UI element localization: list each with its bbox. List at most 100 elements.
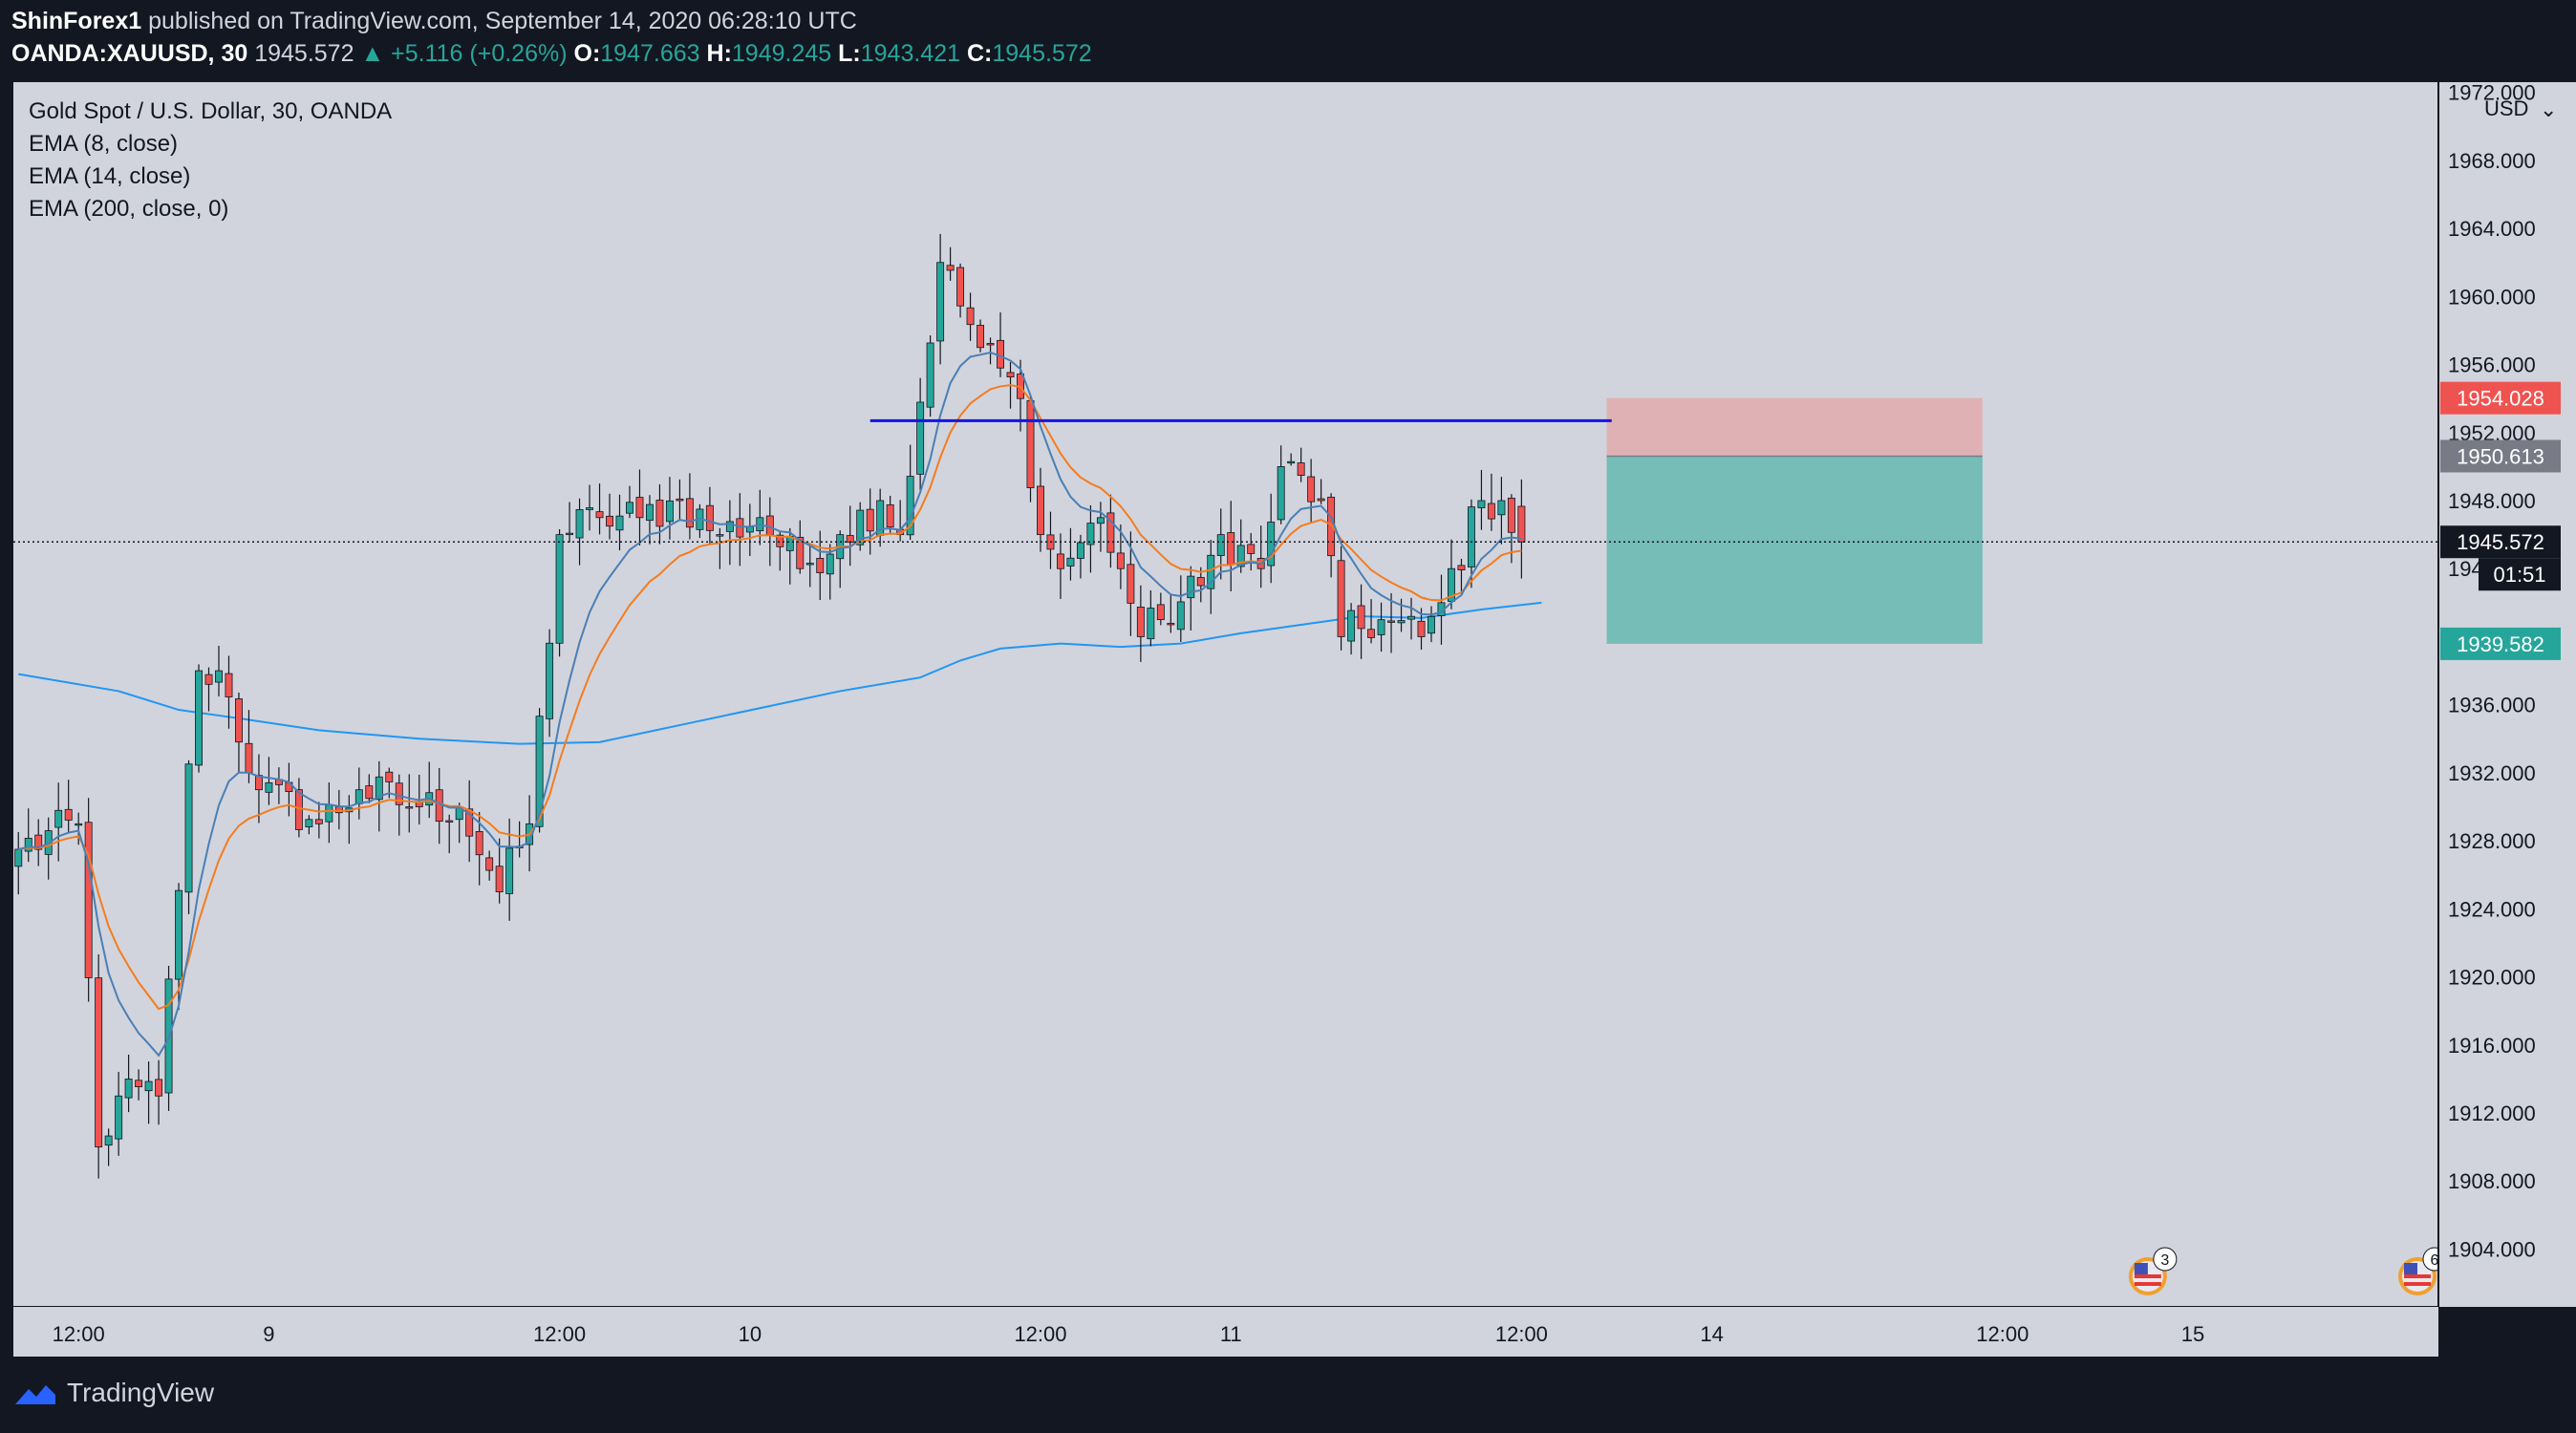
- legend-ema14[interactable]: EMA (14, close): [29, 163, 191, 189]
- candle[interactable]: [1196, 567, 1205, 603]
- plot-area[interactable]: [13, 82, 2438, 1307]
- time-axis[interactable]: [13, 1307, 2438, 1357]
- candle[interactable]: [265, 757, 273, 805]
- candle[interactable]: [1156, 592, 1165, 626]
- price-axis[interactable]: [2438, 82, 2576, 1307]
- candle[interactable]: [716, 527, 724, 569]
- candle[interactable]: [736, 493, 744, 567]
- candle[interactable]: [1367, 599, 1376, 644]
- candle[interactable]: [64, 780, 73, 833]
- candle[interactable]: [1407, 597, 1415, 640]
- candle[interactable]: [365, 774, 374, 803]
- candle[interactable]: [1377, 602, 1385, 652]
- candle[interactable]: [84, 798, 93, 1002]
- candle[interactable]: [465, 780, 474, 863]
- candle[interactable]: [204, 667, 213, 712]
- candle[interactable]: [555, 529, 564, 657]
- candle[interactable]: [1096, 502, 1105, 552]
- candle[interactable]: [195, 664, 203, 773]
- candle[interactable]: [1487, 473, 1495, 531]
- candle[interactable]: [575, 498, 584, 566]
- candle[interactable]: [1267, 493, 1276, 584]
- candle[interactable]: [805, 545, 814, 588]
- take-profit-zone[interactable]: [1606, 456, 1983, 644]
- candle[interactable]: [24, 808, 32, 863]
- candle[interactable]: [595, 483, 604, 535]
- candle[interactable]: [1277, 445, 1285, 524]
- candle[interactable]: [124, 1054, 133, 1113]
- candle[interactable]: [966, 292, 975, 341]
- candle[interactable]: [936, 233, 945, 365]
- candle[interactable]: [866, 488, 874, 555]
- candle[interactable]: [685, 473, 694, 540]
- candle[interactable]: [225, 655, 233, 729]
- candle[interactable]: [606, 493, 613, 540]
- candle[interactable]: [144, 1061, 153, 1124]
- candle[interactable]: [104, 1128, 113, 1166]
- candle[interactable]: [956, 263, 965, 318]
- candle[interactable]: [626, 485, 633, 519]
- candle[interactable]: [645, 495, 654, 545]
- legend-ema8[interactable]: EMA (8, close): [29, 131, 179, 157]
- candle[interactable]: [235, 692, 243, 773]
- candle[interactable]: [655, 483, 664, 545]
- ema8-line[interactable]: [18, 351, 1522, 1058]
- candle[interactable]: [926, 335, 934, 417]
- candle[interactable]: [1026, 394, 1035, 503]
- candle[interactable]: [826, 544, 834, 600]
- candle[interactable]: [566, 502, 574, 543]
- candle[interactable]: [1428, 606, 1435, 643]
- legend-ema200[interactable]: EMA (200, close, 0): [29, 196, 229, 222]
- candle[interactable]: [586, 484, 594, 531]
- tradingview-logo[interactable]: TradingView: [11, 1378, 214, 1408]
- candle[interactable]: [977, 319, 985, 353]
- candle[interactable]: [1116, 524, 1125, 589]
- candle[interactable]: [1287, 453, 1296, 466]
- candle[interactable]: [1106, 494, 1115, 568]
- candle[interactable]: [906, 444, 914, 541]
- candle[interactable]: [676, 479, 684, 520]
- candle[interactable]: [1457, 558, 1466, 594]
- candle[interactable]: [1347, 603, 1356, 655]
- candle[interactable]: [1297, 447, 1305, 482]
- candle[interactable]: [495, 838, 504, 904]
- candle[interactable]: [1317, 479, 1325, 504]
- candle[interactable]: [505, 818, 514, 921]
- candle[interactable]: [54, 782, 63, 862]
- us-flag-icon[interactable]: 3: [2128, 1247, 2178, 1295]
- candle[interactable]: [1176, 575, 1185, 642]
- candle[interactable]: [1167, 594, 1175, 633]
- candle[interactable]: [886, 495, 894, 534]
- candle[interactable]: [725, 500, 734, 566]
- candle[interactable]: [1216, 508, 1225, 580]
- candle[interactable]: [1477, 469, 1486, 530]
- candle[interactable]: [1307, 459, 1316, 524]
- candle[interactable]: [816, 530, 825, 600]
- candle[interactable]: [1037, 467, 1044, 552]
- candle[interactable]: [135, 1069, 143, 1101]
- candle[interactable]: [155, 1059, 163, 1125]
- candle[interactable]: [314, 802, 323, 839]
- candle[interactable]: [1387, 592, 1396, 653]
- candle[interactable]: [1467, 499, 1475, 588]
- candle[interactable]: [445, 814, 454, 854]
- chevron-down-icon[interactable]: ⌄: [2540, 97, 2557, 121]
- author-name[interactable]: ShinForex1: [11, 8, 142, 34]
- stop-loss-zone[interactable]: [1606, 397, 1983, 457]
- candle[interactable]: [635, 469, 644, 546]
- candle[interactable]: [485, 850, 494, 881]
- candle[interactable]: [1337, 545, 1345, 651]
- candle[interactable]: [405, 774, 414, 833]
- candle[interactable]: [1056, 533, 1064, 599]
- candle[interactable]: [916, 377, 925, 491]
- candle[interactable]: [115, 1071, 123, 1156]
- candle[interactable]: [215, 645, 223, 696]
- candle[interactable]: [1207, 540, 1215, 614]
- candle[interactable]: [705, 486, 714, 545]
- candle[interactable]: [796, 520, 805, 574]
- candle[interactable]: [1497, 477, 1506, 545]
- candle[interactable]: [75, 812, 83, 845]
- candle[interactable]: [1357, 584, 1365, 659]
- candle[interactable]: [856, 502, 865, 551]
- ema14-line[interactable]: [18, 384, 1522, 1011]
